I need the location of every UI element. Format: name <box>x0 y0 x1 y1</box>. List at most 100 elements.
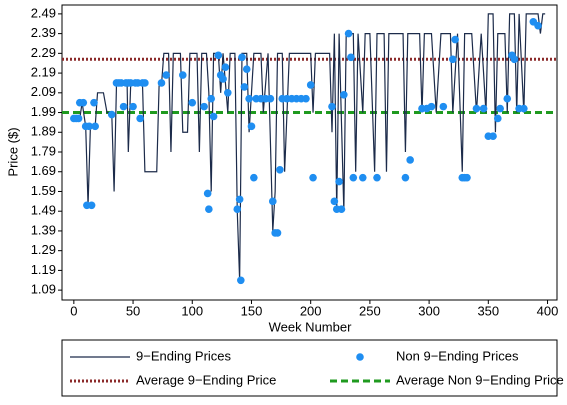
x-axis-label: Week Number <box>269 319 353 334</box>
x-tick-label: 400 <box>537 303 559 318</box>
price-dot <box>463 173 471 182</box>
y-tick-label: 1.99 <box>31 104 56 119</box>
price-dot <box>209 112 218 121</box>
price-dot <box>203 189 212 198</box>
price-line <box>73 13 546 281</box>
price-dot <box>302 94 310 103</box>
price-dot <box>178 71 187 79</box>
price-dot <box>157 79 166 87</box>
price-dot <box>90 98 98 107</box>
price-dot <box>268 197 277 206</box>
price-dot <box>245 94 253 103</box>
y-tick-label: 1.09 <box>31 282 56 297</box>
price-dot <box>74 114 83 123</box>
price-dot <box>207 94 216 103</box>
price-dot <box>401 173 410 182</box>
price-dot <box>276 165 284 174</box>
price-dot <box>237 276 245 285</box>
legend-label: Average Non 9−Ending Price <box>396 372 564 387</box>
price-dot <box>448 55 457 64</box>
price-dot <box>337 205 346 214</box>
price-dot <box>340 90 348 99</box>
price-dot <box>309 173 317 182</box>
legend-box <box>61 339 558 397</box>
price-dot <box>129 102 137 111</box>
price-dot <box>205 205 213 214</box>
legend-marker <box>356 353 364 361</box>
price-dot <box>335 177 343 186</box>
y-tick-label: 1.79 <box>31 143 56 158</box>
price-dot <box>427 102 436 111</box>
y-tick-label: 1.19 <box>31 262 56 277</box>
price-dot <box>200 102 208 111</box>
y-tick-label: 1.29 <box>31 242 56 257</box>
price-dot <box>358 173 367 182</box>
price-dot <box>223 89 232 97</box>
price-dot <box>344 29 353 38</box>
price-dot <box>233 205 242 214</box>
price-dot <box>489 132 497 141</box>
price-dot <box>330 197 339 206</box>
x-tick-label: 200 <box>300 303 322 318</box>
price-dot <box>238 53 246 62</box>
price-dot <box>221 63 230 71</box>
price-dot <box>79 98 88 107</box>
price-dot <box>242 65 251 73</box>
price-dot <box>162 71 171 79</box>
legend-label: 9−Ending Prices <box>136 348 232 363</box>
price-dot <box>493 114 502 123</box>
y-tick-label: 2.49 <box>31 5 56 20</box>
price-dot <box>510 55 519 64</box>
price-dot <box>247 122 256 131</box>
price-dot <box>306 81 315 89</box>
price-dot <box>91 122 99 131</box>
price-dot <box>520 104 528 113</box>
price-dot <box>503 94 512 103</box>
price-dot <box>266 94 275 103</box>
price-dot <box>349 173 358 182</box>
y-tick-label: 2.09 <box>31 84 56 99</box>
price-dot <box>373 173 381 182</box>
y-tick-label: 2.29 <box>31 45 56 60</box>
price-dot <box>472 104 481 113</box>
x-tick-label: 350 <box>477 303 499 318</box>
y-tick-label: 1.49 <box>31 203 56 218</box>
x-tick-label: 50 <box>126 303 140 318</box>
y-axis-label: Price ($) <box>5 127 20 176</box>
price-dot <box>85 122 94 131</box>
price-dot <box>219 75 227 83</box>
x-tick-label: 150 <box>241 303 263 318</box>
price-dot <box>240 83 249 91</box>
price-dot <box>479 104 488 113</box>
price-dot <box>214 51 223 60</box>
price-dot <box>235 195 244 204</box>
legend-label: Average 9−Ending Price <box>136 372 276 387</box>
y-tick-label: 1.69 <box>31 163 56 178</box>
y-tick-label: 2.39 <box>31 25 56 40</box>
price-dot <box>328 102 336 111</box>
x-tick-label: 300 <box>418 303 440 318</box>
price-dot <box>273 229 282 237</box>
price-dot <box>250 173 258 182</box>
price-dot <box>188 98 197 107</box>
x-tick-label: 0 <box>70 303 77 318</box>
price-dot <box>534 21 542 30</box>
price-dot <box>141 79 149 87</box>
y-tick-label: 2.19 <box>31 65 56 80</box>
legend-label: Non 9−Ending Prices <box>396 348 519 363</box>
price-dot <box>451 35 459 44</box>
x-tick-label: 250 <box>359 303 381 318</box>
y-tick-label: 1.89 <box>31 124 56 139</box>
price-dot <box>119 102 128 111</box>
price-dot <box>496 104 504 113</box>
y-tick-label: 1.39 <box>31 222 56 237</box>
x-tick-label: 100 <box>181 303 203 318</box>
price-dot <box>87 201 96 210</box>
y-tick-label: 1.59 <box>31 183 56 198</box>
price-dot <box>107 110 116 119</box>
price-dot <box>439 102 448 111</box>
price-dot <box>406 156 414 164</box>
price-dot <box>347 53 355 62</box>
price-dot <box>136 114 144 123</box>
